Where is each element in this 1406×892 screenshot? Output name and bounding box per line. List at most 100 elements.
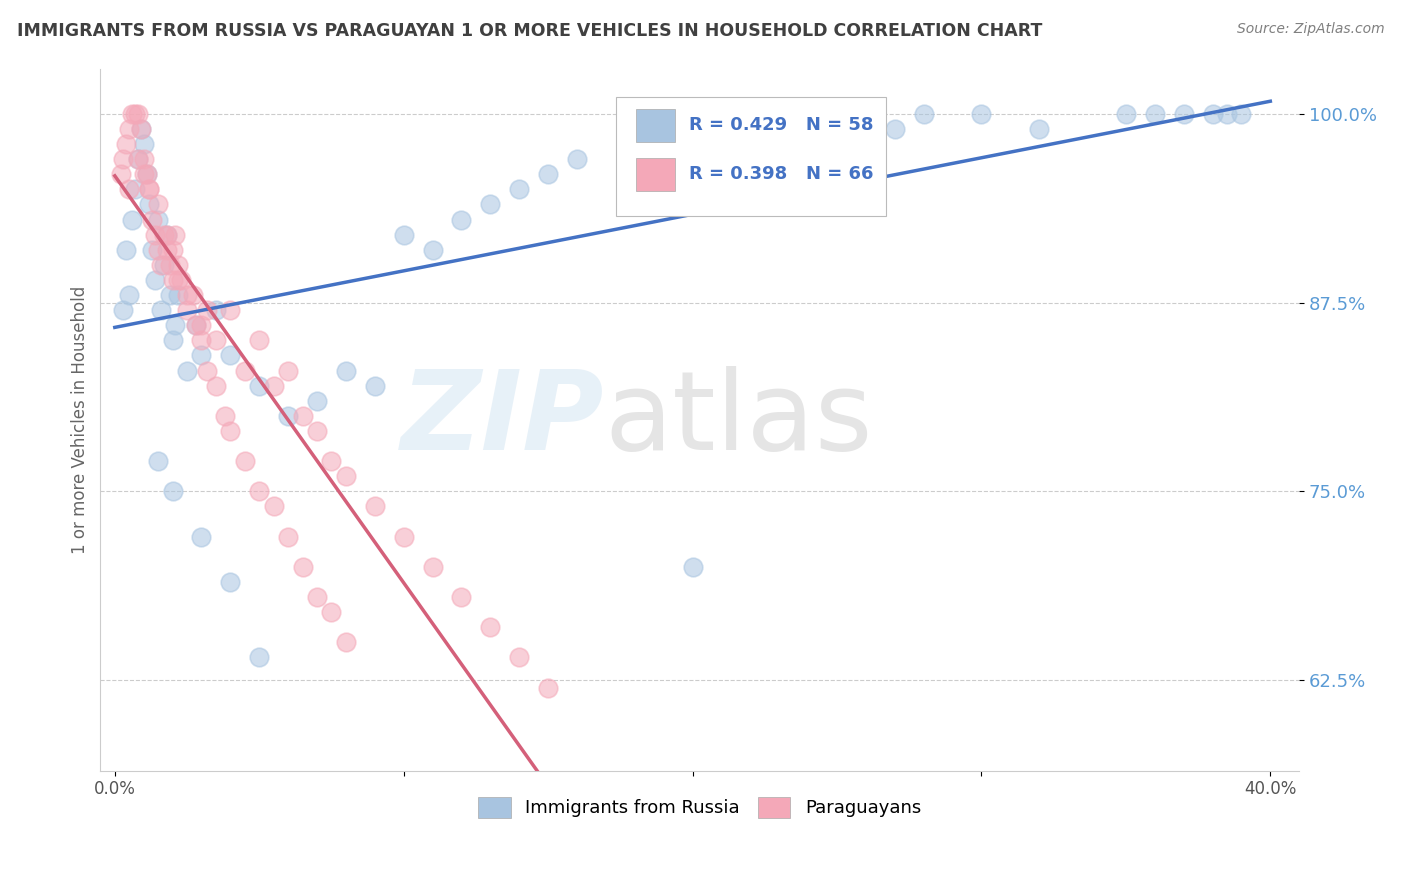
Point [146,212,169,227]
Point [156,243,179,257]
Point [247,378,270,392]
Point [450,212,472,227]
Point [537,681,560,695]
Point [364,500,387,514]
Point [176,363,198,377]
Point [392,530,415,544]
Point [167,288,190,302]
Point [219,303,242,318]
Point [247,484,270,499]
FancyBboxPatch shape [616,96,886,216]
Point [153,227,176,242]
Point [855,136,877,151]
Point [305,393,328,408]
Point [233,454,256,468]
Point [184,318,207,333]
Point [132,167,155,181]
Point [508,650,530,665]
Point [1173,107,1195,121]
Point [143,227,166,242]
Point [422,559,444,574]
Point [124,182,146,196]
Point [190,348,212,362]
Point [247,650,270,665]
Point [195,363,218,377]
Text: IMMIGRANTS FROM RUSSIA VS PARAGUAYAN 1 OR MORE VEHICLES IN HOUSEHOLD CORRELATION: IMMIGRANTS FROM RUSSIA VS PARAGUAYAN 1 O… [17,22,1042,40]
Point [127,152,149,166]
Point [321,454,343,468]
Point [219,424,242,438]
Text: Source: ZipAtlas.com: Source: ZipAtlas.com [1237,22,1385,37]
Point [190,318,212,333]
Point [205,334,228,348]
Point [121,212,143,227]
Point [450,590,472,604]
Point [364,378,387,392]
Point [1201,107,1223,121]
Point [138,182,160,196]
Point [205,303,228,318]
Point [912,107,935,121]
Point [135,167,157,181]
Point [127,152,149,166]
Point [138,182,160,196]
Point [291,559,314,574]
Point [1143,107,1166,121]
Point [565,152,588,166]
Point [135,167,157,181]
Point [263,378,285,392]
Point [156,227,179,242]
Point [162,484,184,499]
Text: R = 0.398   N = 66: R = 0.398 N = 66 [689,165,873,183]
Point [112,152,135,166]
Point [124,107,146,121]
Point [219,348,242,362]
Point [146,454,169,468]
Point [883,122,905,136]
Y-axis label: 1 or more Vehicles in Household: 1 or more Vehicles in Household [72,285,89,554]
Point [305,590,328,604]
Point [150,303,173,318]
Point [219,574,242,589]
Point [110,167,132,181]
Point [1216,107,1239,121]
Point [797,167,820,181]
Point [118,182,141,196]
Point [150,258,173,272]
Point [146,197,169,211]
Point [305,424,328,438]
Point [508,182,530,196]
Point [181,288,204,302]
Point [167,273,190,287]
Point [277,530,299,544]
Point [176,303,198,318]
Point [121,107,143,121]
Point [247,334,270,348]
Point [112,303,135,318]
Point [146,243,169,257]
Point [537,167,560,181]
Text: ZIP: ZIP [401,366,603,473]
Point [143,273,166,287]
Bar [637,158,675,192]
Point [162,334,184,348]
Point [825,152,848,166]
Point [176,288,198,302]
Point [184,318,207,333]
Point [162,273,184,287]
Point [118,122,141,136]
Text: atlas: atlas [603,366,872,473]
Point [1115,107,1137,121]
Point [1230,107,1253,121]
Point [132,136,155,151]
Point [277,363,299,377]
Legend: Immigrants from Russia, Paraguayans: Immigrants from Russia, Paraguayans [471,789,928,825]
Point [392,227,415,242]
Point [335,363,357,377]
Point [291,409,314,423]
Point [1028,122,1050,136]
Point [277,409,299,423]
Point [233,363,256,377]
Point [335,469,357,483]
Point [740,182,762,196]
